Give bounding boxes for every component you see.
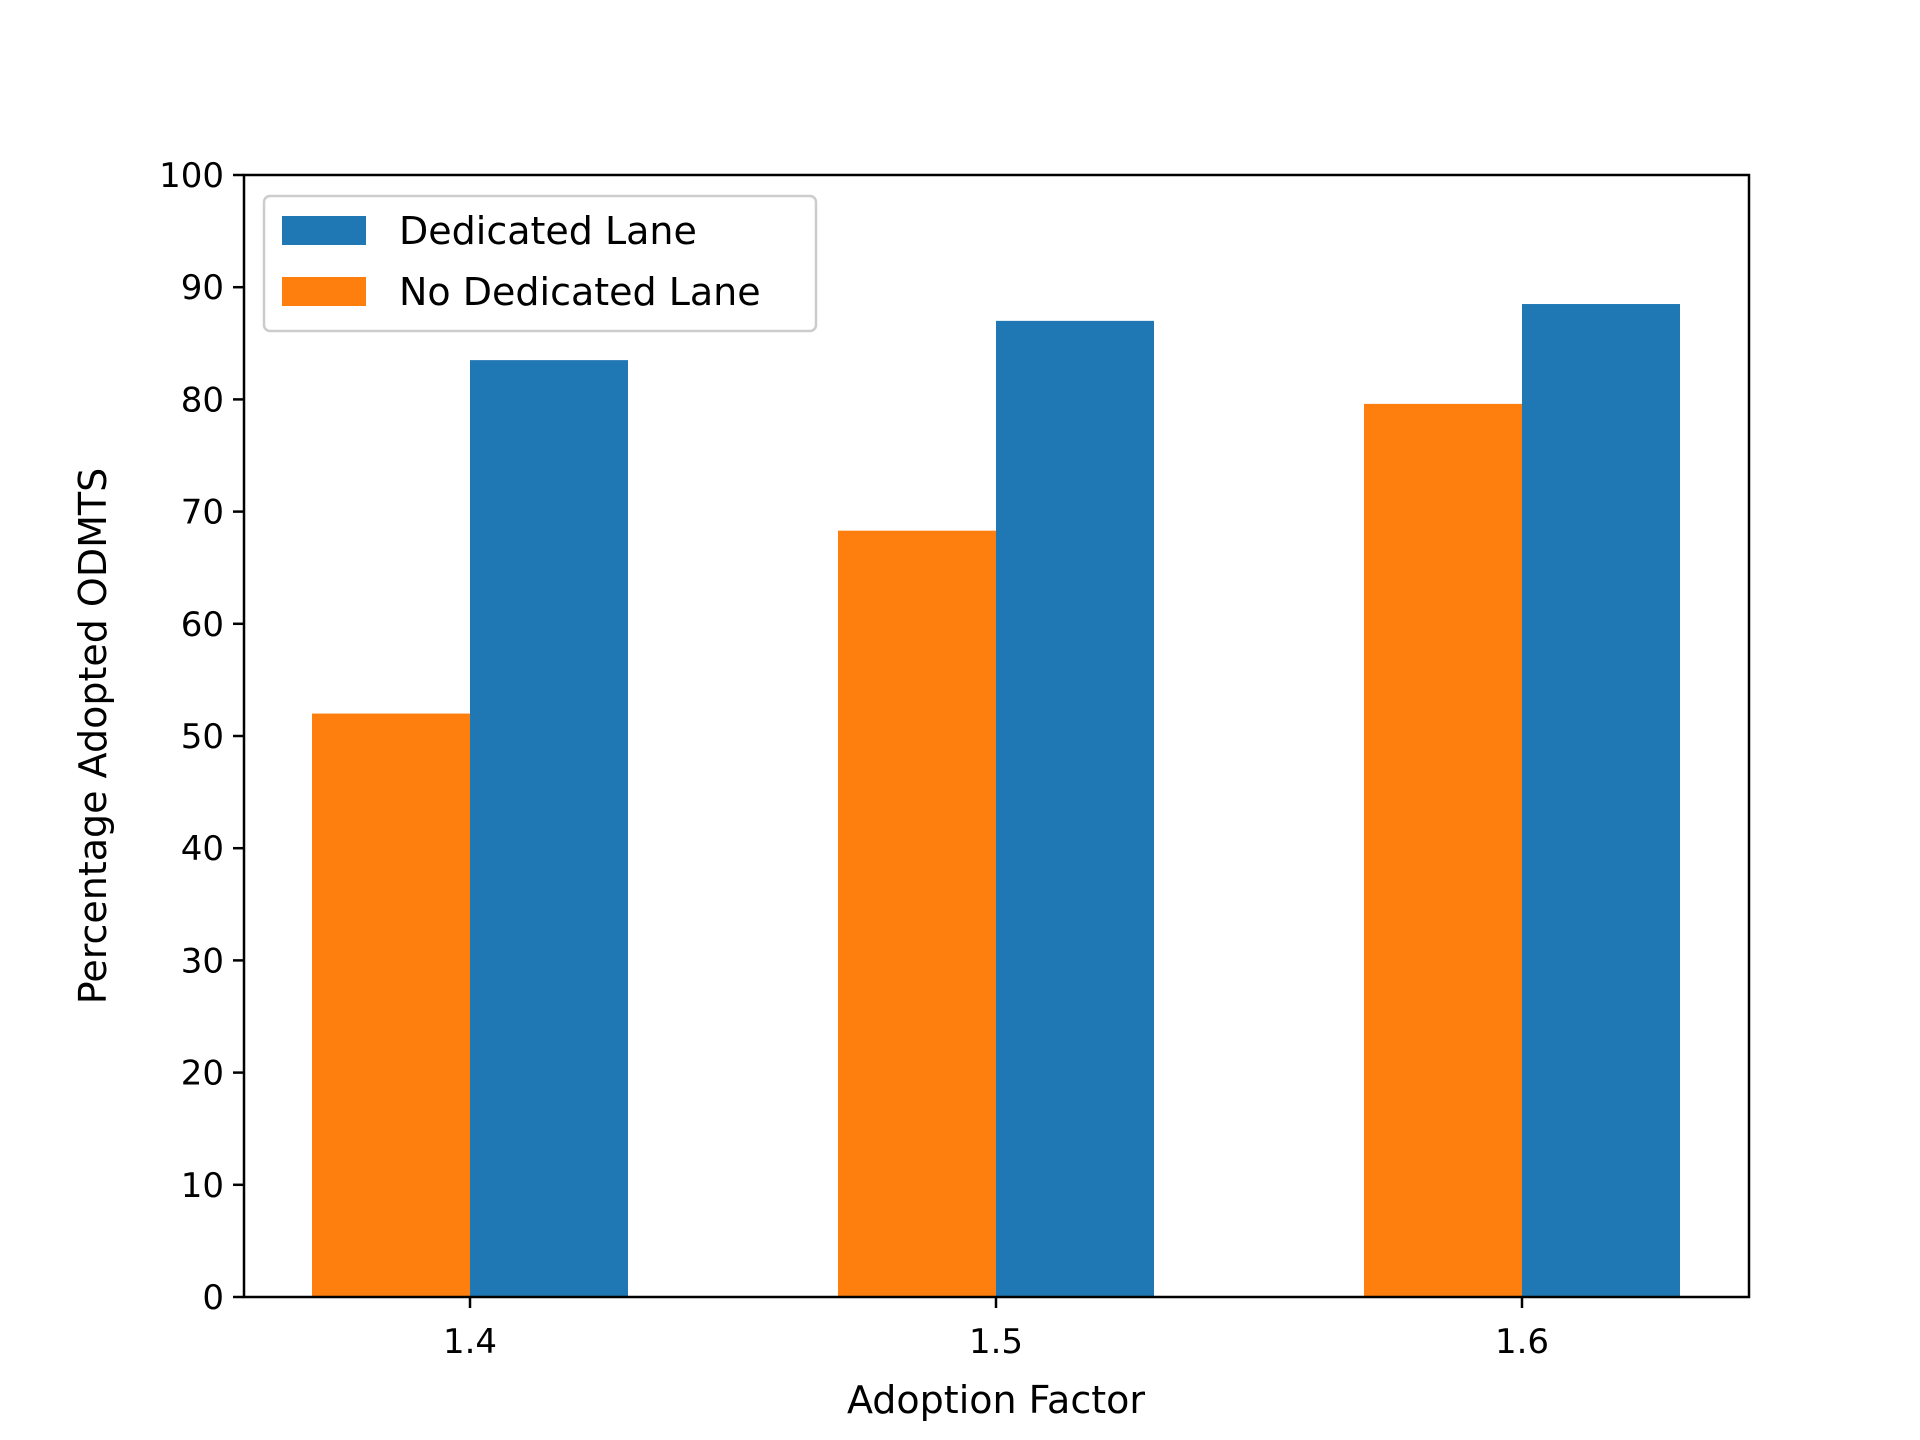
y-tick-label: 50 [181,717,224,757]
y-tick-label: 70 [181,493,224,533]
y-tick-label: 10 [181,1166,224,1206]
x-tick-label: 1.5 [969,1322,1023,1362]
x-axis: 1.4 1.5 1.6 [443,1297,1549,1362]
legend-swatch-dedicated-lane [282,216,366,245]
y-tick-label: 0 [202,1278,224,1318]
legend: Dedicated Lane No Dedicated Lane [262,194,818,333]
y-tick-label: 30 [181,941,224,981]
legend-swatch-no-dedicated-lane [282,277,366,306]
bar-dedicated-lane-1-6 [1522,304,1680,1297]
y-tick-label: 100 [159,156,224,196]
legend-label-no-dedicated-lane: No Dedicated Lane [399,270,761,314]
bar-dedicated-lane-1-4 [470,360,628,1297]
bar-dedicated-lane-1-5 [996,320,1154,1297]
x-tick-label: 1.4 [443,1322,497,1362]
legend-label-dedicated-lane: Dedicated Lane [399,209,697,253]
x-tick-label: 1.6 [1495,1322,1549,1362]
y-tick-label: 90 [181,268,224,308]
y-tick-label: 40 [181,829,224,869]
bar-no-dedicated-lane-1-6 [1364,403,1522,1297]
y-tick-label: 60 [181,605,224,645]
bar-no-dedicated-lane-1-4 [312,713,470,1297]
y-axis-label: Percentage Adopted ODMTS [71,468,115,1004]
y-tick-label: 80 [181,380,224,420]
bars-layer [312,304,1680,1297]
y-axis: 0 10 20 30 40 50 60 70 80 90 100 [159,156,244,1318]
x-axis-label: Adoption Factor [847,1378,1145,1422]
bar-no-dedicated-lane-1-5 [838,530,996,1297]
y-tick-label: 20 [181,1054,224,1094]
legend-frame [262,194,818,333]
